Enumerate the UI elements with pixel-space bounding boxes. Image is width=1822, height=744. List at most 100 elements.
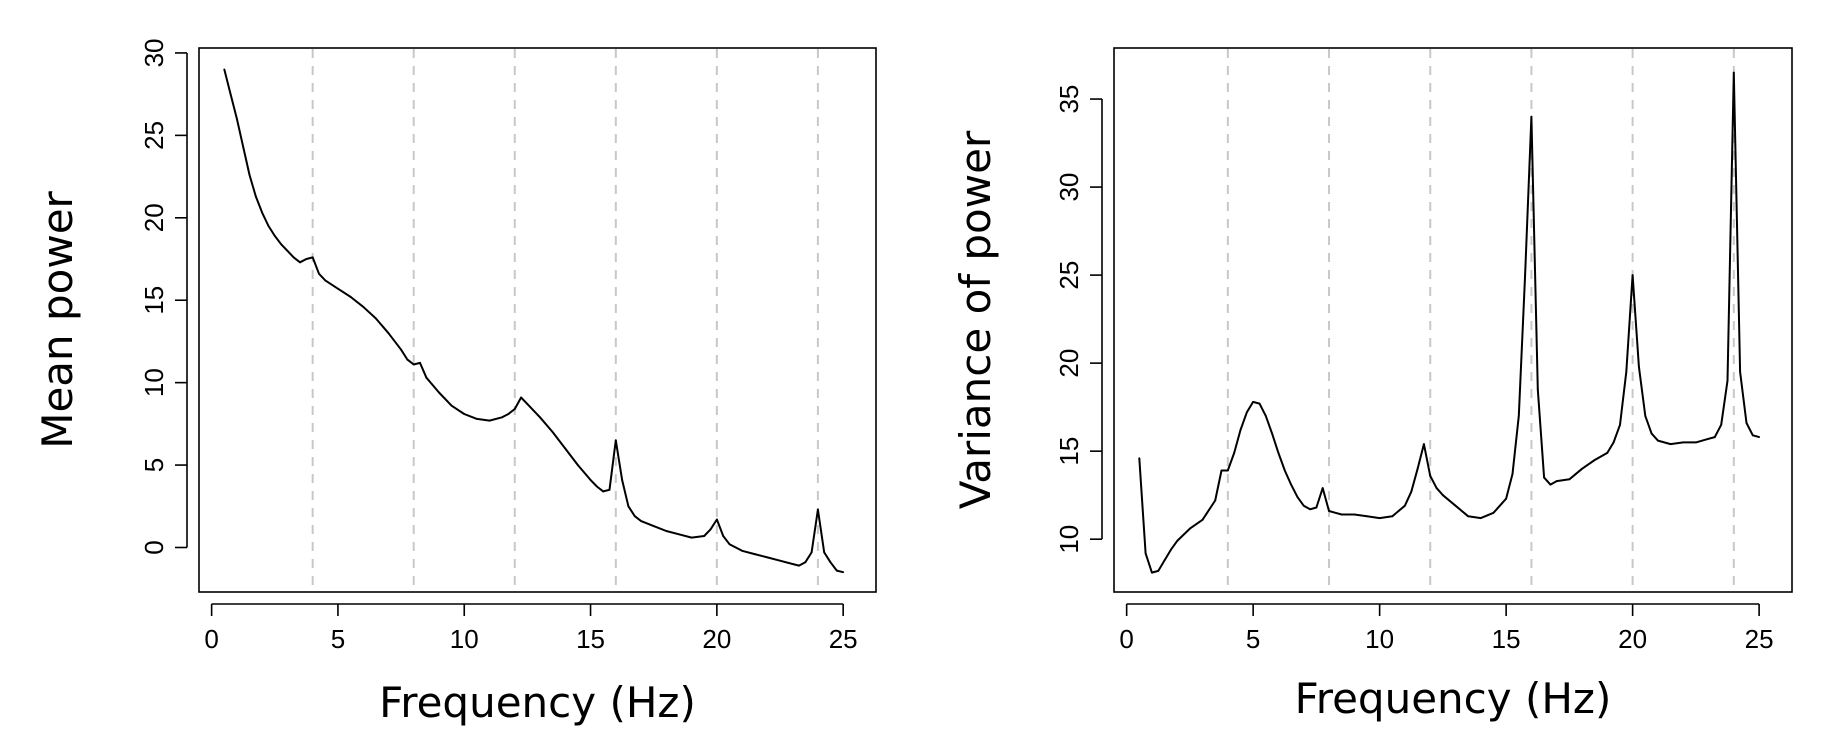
- mean-power-data-point: [229, 93, 232, 96]
- variance-power-data-point: [1321, 487, 1324, 490]
- mean-power-y-tick-label-0: 0: [139, 540, 169, 554]
- variance-power-data-point: [1751, 434, 1754, 437]
- variance-power-data-point: [1524, 274, 1527, 277]
- mean-power-y-axis-title: Mean power: [33, 190, 82, 448]
- mean-power-data-point: [501, 416, 504, 419]
- variance-power-data-point: [1467, 515, 1470, 518]
- mean-power-x-tick-label-10: 10: [450, 624, 479, 654]
- variance-power-y-tick-label-15: 15: [1054, 437, 1084, 466]
- variance-power-data-point: [1144, 552, 1147, 555]
- mean-power-data-point: [829, 561, 832, 564]
- mean-power-data-point: [602, 490, 605, 493]
- variance-power-data-point: [1176, 540, 1179, 542]
- mean-power-y-tick-label-5: 5: [139, 458, 169, 472]
- mean-power-data-point: [299, 261, 301, 264]
- mean-power-data-point: [248, 174, 251, 176]
- mean-power-plot-frame: [198, 47, 877, 593]
- mean-power-data-point: [425, 376, 428, 379]
- mean-power-data-point: [722, 535, 725, 537]
- variance-power-data-point: [1283, 469, 1286, 472]
- mean-power-data-point: [798, 564, 800, 567]
- variance-power-data-point: [1277, 452, 1280, 454]
- variance-power-y-axis-title: Variance of power: [951, 130, 1000, 509]
- variance-power-x-tick-label-20: 20: [1618, 624, 1647, 654]
- mean-power-data-point: [488, 419, 491, 422]
- mean-power-data-point: [551, 431, 554, 433]
- variance-power-data-point: [1410, 490, 1413, 493]
- mean-power-chart: 0 5 10 15 20 25 0 5 10 15 20 25 30 Frequency (Hz) Mean…: [33, 38, 877, 727]
- variance-power-data-point: [1252, 400, 1255, 403]
- mean-power-data-point: [406, 358, 409, 361]
- mean-power-data-point: [715, 518, 718, 521]
- variance-power-data-point: [1505, 497, 1508, 500]
- mean-power-data-point: [267, 225, 270, 227]
- variance-power-data-point: [1739, 371, 1742, 373]
- mean-power-data-point: [507, 413, 510, 415]
- variance-power-data-point: [1302, 504, 1305, 507]
- mean-power-data-point: [678, 533, 680, 536]
- variance-power-chart: 0 5 10 15 20 25 10 15 20 25 30 35 Frequency (Hz) Vari…: [951, 47, 1793, 723]
- variance-power-data-point: [1543, 476, 1545, 479]
- variance-power-data-point: [1157, 569, 1160, 572]
- variance-power-data-point: [1568, 478, 1571, 481]
- variance-power-data-point: [1682, 441, 1685, 444]
- mean-power-data-point: [633, 515, 636, 518]
- mean-power-data-point: [438, 391, 440, 394]
- variance-power-data-point: [1517, 415, 1520, 417]
- mean-power-y-tick-label-15: 15: [139, 286, 169, 315]
- variance-power-data-point: [1758, 436, 1761, 438]
- variance-power-data-point: [1423, 443, 1425, 446]
- variance-power-data-point: [1530, 115, 1533, 118]
- mean-power-data-point: [305, 258, 308, 260]
- mean-power-data-point: [223, 68, 226, 71]
- variance-power-data-point: [1644, 415, 1647, 417]
- mean-power-data-point: [273, 235, 276, 237]
- mean-power-data-point: [475, 418, 478, 420]
- mean-power-data-point: [608, 488, 611, 491]
- variance-power-data-point: [1619, 423, 1621, 426]
- variance-power-data-point: [1650, 432, 1653, 435]
- variance-power-data-point: [1429, 474, 1432, 477]
- variance-power-x-axis-title: Frequency (Hz): [1295, 674, 1612, 723]
- variance-power-data-point: [1745, 422, 1748, 424]
- variance-power-series-line: [1138, 71, 1760, 574]
- variance-power-data-point: [1732, 71, 1735, 74]
- mean-power-data-point: [419, 361, 421, 364]
- mean-power-data-point: [412, 363, 415, 366]
- variance-power-data-point: [1720, 423, 1723, 426]
- variance-power-data-point: [1657, 439, 1659, 442]
- mean-power-data-point: [577, 464, 579, 466]
- variance-power-x-tick-label-0: 0: [1119, 624, 1133, 654]
- variance-power-data-point: [1492, 511, 1495, 514]
- mean-power-data-point: [387, 332, 390, 335]
- variance-power-y-tick-label-10: 10: [1054, 525, 1084, 554]
- mean-power-data-point: [400, 348, 402, 351]
- mean-power-data-point: [816, 508, 819, 511]
- variance-power-y-tick-label-35: 35: [1054, 85, 1084, 114]
- variance-power-data-point: [1271, 432, 1274, 435]
- variance-power-data-point: [1296, 496, 1299, 498]
- variance-power-data-point: [1713, 436, 1716, 438]
- variance-power-data-point: [1353, 513, 1356, 516]
- variance-power-data-point: [1536, 388, 1539, 391]
- variance-power-data-point: [1170, 548, 1172, 551]
- mean-power-data-point: [741, 549, 744, 552]
- mean-power-data-point: [614, 439, 617, 442]
- mean-power-data-point: [463, 413, 466, 415]
- variance-power-data-point: [1378, 517, 1381, 519]
- variance-power-data-point: [1138, 457, 1141, 460]
- variance-power-data-point: [1694, 441, 1697, 444]
- variance-power-data-point: [1220, 469, 1223, 472]
- mean-power-data-point: [791, 563, 794, 565]
- mean-power-data-point: [311, 256, 314, 259]
- variance-power-data-point: [1391, 515, 1394, 518]
- mean-power-data-point: [235, 117, 238, 120]
- mean-power-data-point: [595, 485, 598, 488]
- variance-power-data-point: [1707, 437, 1710, 440]
- variance-power-data-point: [1612, 441, 1615, 444]
- mean-power-x-tick-label-25: 25: [829, 624, 858, 654]
- variance-power-data-point: [1290, 483, 1292, 486]
- mean-power-x-tick-label-15: 15: [576, 624, 605, 654]
- variance-power-data-point: [1606, 452, 1609, 454]
